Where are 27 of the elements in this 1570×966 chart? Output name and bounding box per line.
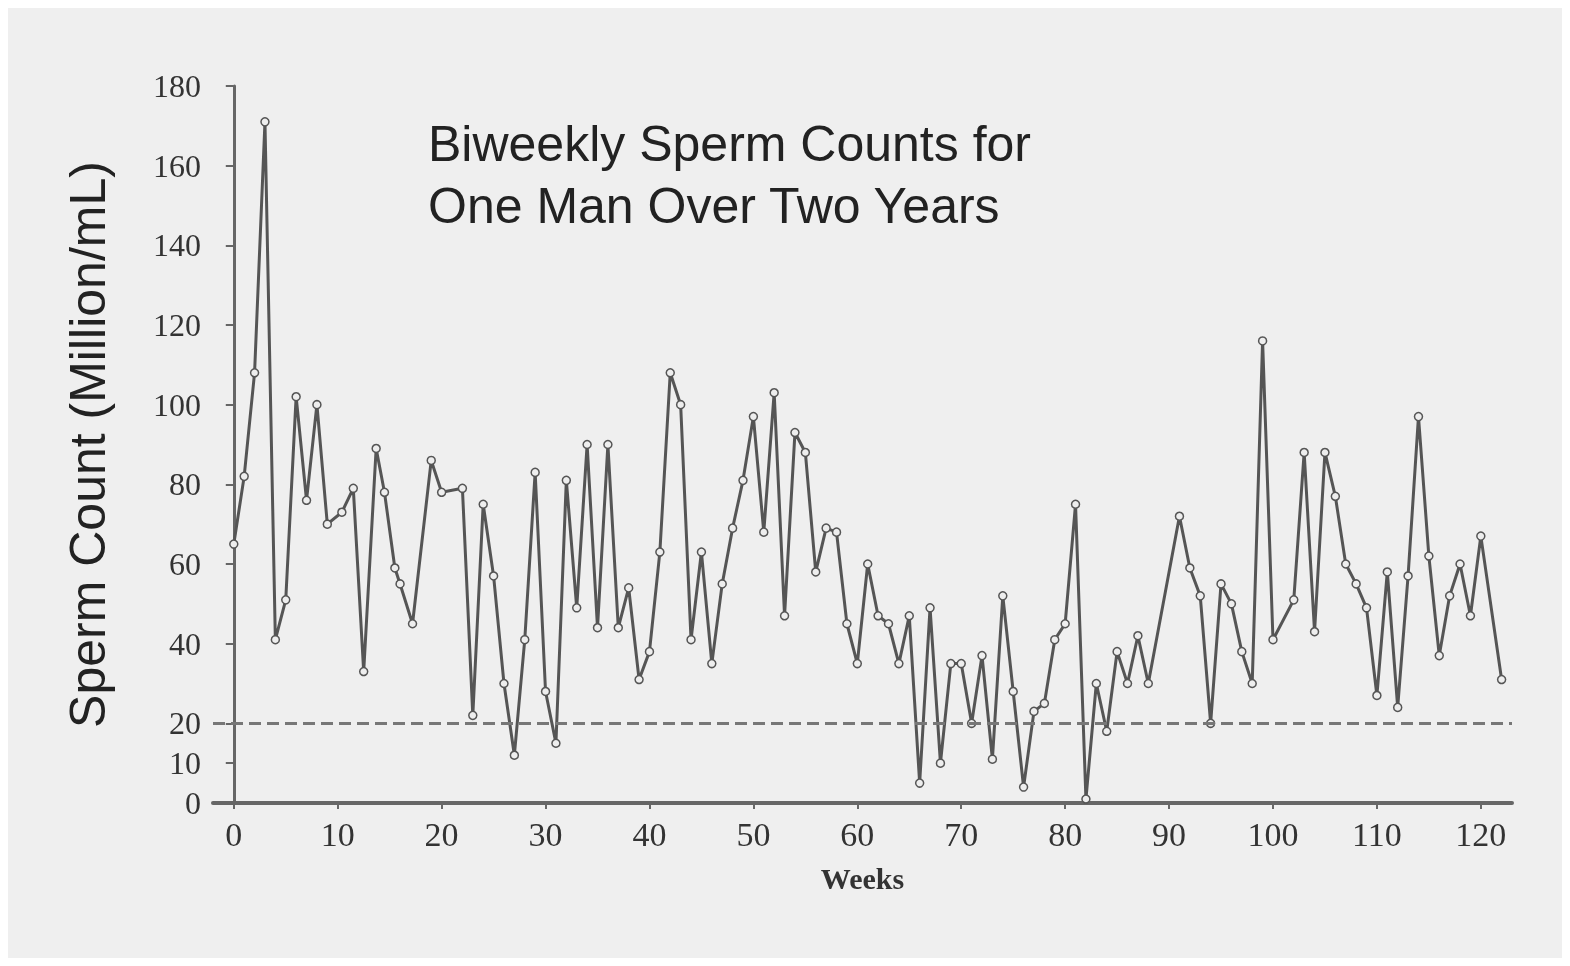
x-tick-label: 100 — [1247, 815, 1299, 853]
y-tick-label: 80 — [169, 466, 201, 503]
x-axis-title: Weeks — [820, 861, 905, 895]
x-tick-label: 60 — [840, 815, 875, 853]
y-tick-label: 120 — [153, 307, 201, 343]
x-tick-label: 80 — [1048, 815, 1083, 853]
x-tick-label: 30 — [528, 815, 563, 853]
y-tick-label: 20 — [169, 705, 201, 742]
y-axis-title: Sperm Count (Million/mL) — [60, 161, 116, 728]
y-tick-label: 10 — [169, 745, 201, 782]
x-tick-label: 70 — [944, 815, 979, 853]
x-tick-label: 120 — [1455, 815, 1507, 853]
text: Biweekly Sperm Counts for One Man Over Two Years — [428, 116, 1032, 234]
y-tick-label: 60 — [169, 546, 201, 582]
x-tick-label: 10 — [320, 815, 355, 853]
y-tick-label: 160 — [153, 147, 201, 184]
x-tick-label: 20 — [424, 815, 459, 853]
y-tick-label: 140 — [153, 227, 201, 264]
x-tick-label: 40 — [632, 815, 667, 853]
x-tick-label: 110 — [1352, 815, 1402, 853]
y-tick-label: 40 — [169, 625, 201, 662]
x-tick-label: 90 — [1152, 815, 1187, 853]
y-tick-label: 100 — [153, 386, 201, 423]
y-tick-label: 0 — [185, 785, 201, 821]
x-tick-label: 0 — [225, 815, 243, 853]
y-tick-label: 180 — [153, 68, 201, 104]
x-tick-label: 50 — [736, 815, 771, 853]
